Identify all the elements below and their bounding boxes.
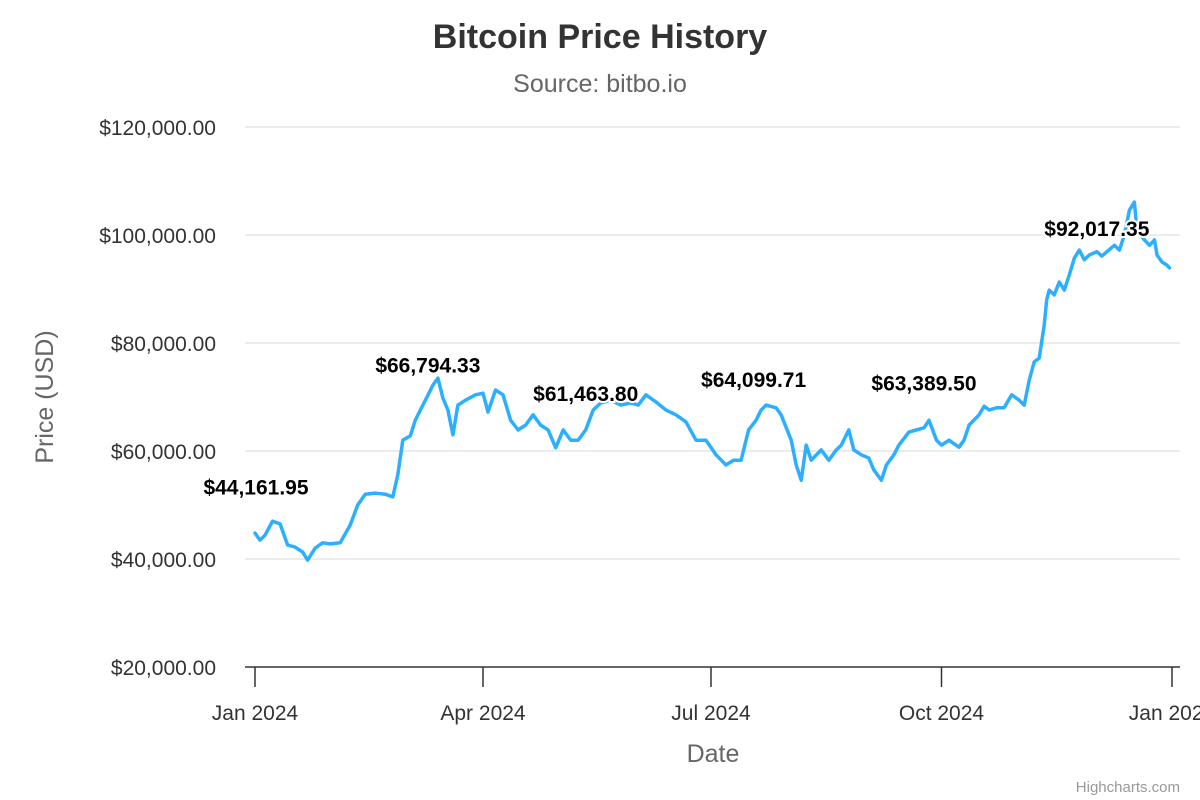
annotation-label: $61,463.80 — [533, 383, 638, 406]
annotation-label: $64,099.71 — [701, 369, 806, 392]
price-series-line — [253, 200, 1172, 562]
x-tick-label: Apr 2024 — [440, 702, 526, 725]
x-axis-title: Date — [687, 740, 740, 768]
y-tick-label: $120,000.00 — [99, 117, 216, 140]
chart-subtitle: Source: bitbo.io — [513, 70, 687, 98]
highcharts-credit[interactable]: Highcharts.com — [1076, 779, 1180, 796]
x-tick-label: Jan 2025 — [1129, 702, 1200, 725]
x-axis: Jan 2024 Apr 2024 Jul 2024 Oct 2024 Jan 2025 — [212, 666, 1200, 725]
x-tick-label: Jul 2024 — [671, 702, 751, 725]
y-axis-labels: $20,000.00 $40,000.00 $60,000.00 $80,000.00… — [99, 117, 216, 680]
annotation-label: $92,017.35 — [1044, 218, 1149, 241]
y-tick-label: $20,000.00 — [111, 657, 216, 680]
x-tick-label: Oct 2024 — [899, 702, 985, 725]
annotation-label: $63,389.50 — [871, 373, 976, 396]
annotation-label: $66,794.33 — [375, 354, 480, 377]
y-tick-label: $40,000.00 — [111, 549, 216, 572]
y-axis-title: Price (USD) — [31, 330, 59, 463]
y-tick-label: $80,000.00 — [111, 333, 216, 356]
x-tick-label: Jan 2024 — [212, 702, 299, 725]
y-tick-label: $60,000.00 — [111, 441, 216, 464]
annotations: $44,161.95 $66,794.33 $61,463.80 $64,099.71… — [201, 216, 1151, 501]
chart-title: Bitcoin Price History — [433, 18, 768, 56]
annotation-label: $44,161.95 — [203, 477, 308, 500]
y-tick-label: $100,000.00 — [99, 225, 216, 248]
